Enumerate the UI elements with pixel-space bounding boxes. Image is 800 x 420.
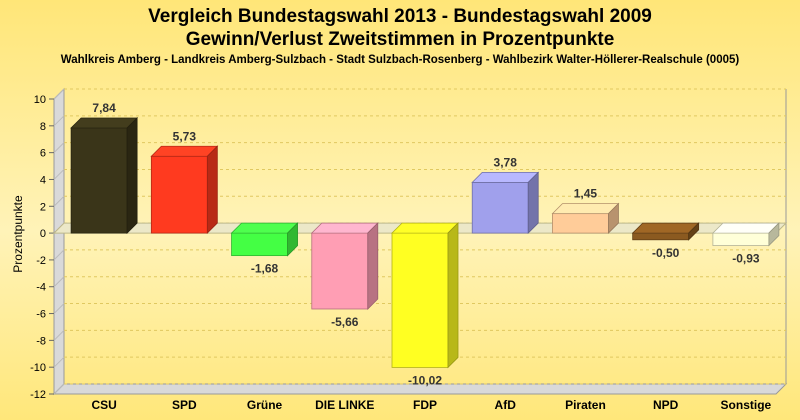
x-tick-label: DIE LINKE <box>315 398 374 412</box>
bar-top <box>230 222 299 234</box>
y-tick-label: 8 <box>40 121 46 133</box>
bar-side <box>527 171 539 235</box>
value-label: -10,02 <box>408 373 442 387</box>
bar <box>632 232 690 241</box>
bar <box>712 232 770 246</box>
x-tick-label: Piraten <box>565 398 606 412</box>
bar <box>552 213 609 234</box>
labels-layer: 7,84 CSU 5,73 SPD -1,68 Grüne -5,66 DIE LINKE -1… <box>91 101 771 412</box>
bar-side <box>688 222 700 241</box>
y-tick-label: -10 <box>30 362 46 374</box>
left-wall <box>53 87 65 396</box>
y-tick-label: -6 <box>36 309 46 321</box>
bar-top <box>471 172 540 183</box>
chart-subtitle: Wahlkreis Amberg - Landkreis Amberg-Sulz… <box>60 54 740 66</box>
value-label: -5,66 <box>331 315 359 329</box>
bar <box>231 232 288 257</box>
x-tick-label: Grüne <box>247 398 283 412</box>
y-tick-label: -12 <box>30 389 46 401</box>
bar-top <box>631 222 700 234</box>
gridline-wall <box>53 330 65 341</box>
value-label: -0,50 <box>652 246 680 260</box>
x-tick-label: FDP <box>413 398 437 412</box>
bars-layer <box>70 116 780 369</box>
gridline-wall <box>53 88 65 100</box>
chart-title: Vergleich Bundestagswahl 2013 - Bundesta… <box>148 6 652 27</box>
y-tick-label: -2 <box>36 255 46 267</box>
gridline-wall <box>53 356 65 368</box>
value-label: 1,45 <box>574 187 598 201</box>
x-tick-label: AfD <box>495 398 517 412</box>
bar-top <box>70 117 139 129</box>
gridline-wall <box>53 383 65 395</box>
y-tick-label: -4 <box>36 282 46 294</box>
value-label: -1,68 <box>251 262 279 276</box>
gridline-wall <box>53 249 65 261</box>
bar <box>70 127 128 234</box>
bar-side <box>608 202 619 235</box>
gridline-wall <box>53 195 65 207</box>
value-label: 5,73 <box>173 129 197 143</box>
gridline-wall <box>53 303 65 314</box>
gridline-wall <box>53 115 65 127</box>
bar-side <box>126 116 138 235</box>
x-tick-label: SPD <box>172 398 197 412</box>
gridline-wall <box>53 142 65 153</box>
y-tick-label: 6 <box>40 148 46 160</box>
bar-top <box>310 222 379 234</box>
bar-top <box>711 222 780 234</box>
y-tick-label: 2 <box>40 201 46 213</box>
value-label: 7,84 <box>92 101 116 115</box>
bar <box>471 182 529 234</box>
gridline-wall <box>53 276 65 288</box>
bar-top <box>551 203 620 215</box>
value-label: 3,78 <box>494 155 518 169</box>
y-tick-label: 0 <box>40 228 46 240</box>
chart-title-line-2: Gewinn/Verlust Zweitstimmen in Prozentpu… <box>185 29 615 50</box>
bar-side <box>287 222 298 257</box>
y-tick-label: -8 <box>36 335 46 347</box>
gridline-wall <box>53 169 65 180</box>
y-tick-label: 4 <box>40 174 46 186</box>
x-tick-label: NPD <box>653 398 679 412</box>
bar-side <box>206 145 218 235</box>
bar <box>150 155 208 234</box>
bar <box>311 232 369 310</box>
y-tick-label: 10 <box>34 94 46 106</box>
x-tick-label: CSU <box>91 398 116 412</box>
bar <box>391 232 449 368</box>
bar-top <box>391 222 459 234</box>
bar-side <box>367 222 379 310</box>
bar-top <box>150 145 219 157</box>
x-tick-label: Sonstige <box>721 398 772 412</box>
bar-side <box>768 222 780 247</box>
bar-side <box>447 222 459 369</box>
value-label: -0,93 <box>732 252 760 266</box>
